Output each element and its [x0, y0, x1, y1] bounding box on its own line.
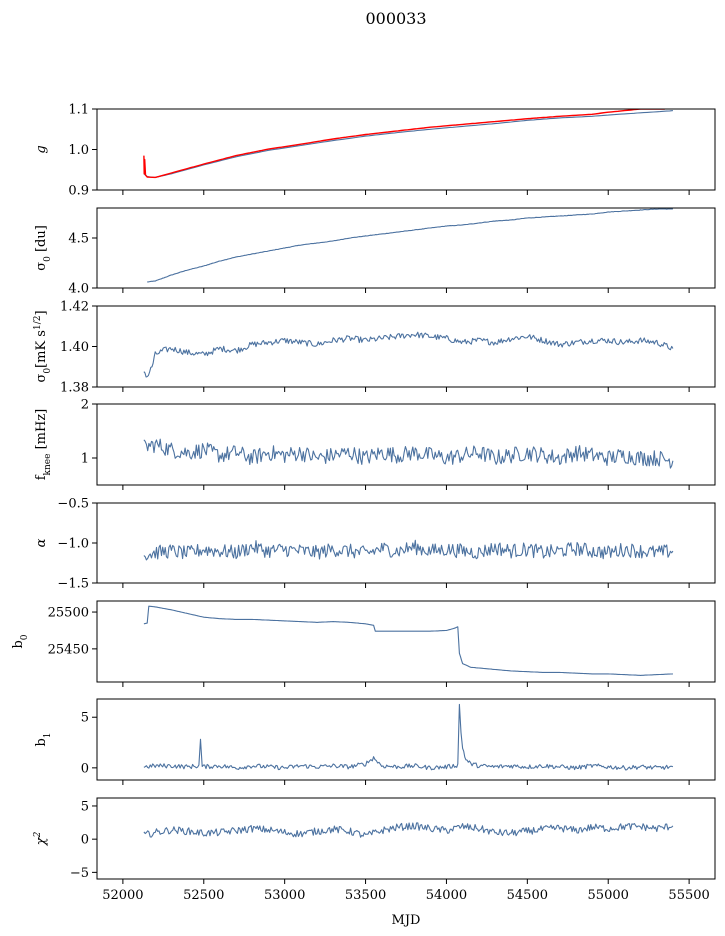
panel-1: 0.9 1.0 1.1 g — [34, 103, 716, 199]
y-tick-label: −1.5 — [57, 577, 89, 592]
y-tick-label: 0.9 — [68, 184, 89, 199]
y-axis-label: σ0 [du] — [34, 225, 53, 271]
y-tick-label: −5 — [70, 866, 89, 881]
x-tick-label: 53000 — [264, 888, 305, 903]
figure-title: 000033 — [365, 9, 426, 28]
x-tick-label: 55500 — [668, 888, 709, 903]
panel-frame — [96, 698, 716, 781]
y-tick-label: 1.0 — [68, 143, 89, 158]
series-line-2-1 — [147, 208, 673, 283]
panel-5: −1.5 −1.0 −0.5 α — [34, 497, 716, 592]
y-tick-label: −0.5 — [57, 497, 89, 512]
series-line-3-1 — [143, 331, 674, 378]
x-tick-label: 52000 — [102, 888, 143, 903]
y-tick-label: 1.38 — [60, 381, 89, 396]
x-tick-label: 55000 — [588, 888, 629, 903]
panel-frame — [96, 207, 716, 289]
panel-2: 4.0 4.5 σ0 [du] — [34, 207, 716, 297]
y-tick-label: 4.0 — [68, 282, 89, 297]
x-tick-label: 53500 — [345, 888, 386, 903]
y-axis-label: g — [34, 145, 49, 153]
panel-frame — [96, 797, 716, 880]
x-axis-label: MJD — [392, 913, 421, 928]
x-tick-label: 54000 — [426, 888, 467, 903]
y-tick-label: 0 — [81, 761, 89, 776]
y-tick-label: 0 — [81, 833, 89, 848]
y-axis-label: σ0[mK s1/2] — [33, 310, 53, 382]
y-tick-label: 5 — [81, 711, 89, 726]
panel-3: 1.38 1.40 1.42 σ0[mK s1/2] — [33, 300, 716, 396]
x-tick-label: 54500 — [507, 888, 548, 903]
panel-7: 0 5 b1 — [34, 698, 716, 785]
y-tick-label: 2 — [81, 398, 89, 413]
y-axis-label: α — [34, 538, 49, 547]
x-tick-label: 52500 — [183, 888, 224, 903]
y-axis-label: b0 — [11, 634, 30, 648]
series-line-1-2 — [143, 109, 665, 179]
panel-frame — [96, 502, 716, 584]
series-line-4-1 — [143, 438, 674, 469]
y-axis-label: b1 — [34, 732, 53, 746]
panel-frame — [96, 600, 716, 683]
y-tick-label: −1.0 — [57, 537, 89, 552]
y-tick-label: 4.5 — [68, 232, 89, 247]
y-tick-label: 25450 — [48, 642, 89, 657]
panel-6: 25450 25500 b0 — [11, 600, 716, 687]
panel-frame — [96, 108, 716, 191]
series-line-5-1 — [143, 539, 674, 561]
panel-8: −5 0 5 52000 52500 53000 53500 54000 54500 55000 5… — [33, 797, 716, 903]
y-tick-label: 1 — [81, 452, 89, 467]
y-tick-label: 5 — [81, 799, 89, 814]
series-line-7-1 — [143, 703, 674, 771]
y-axis-label: χ2 — [33, 831, 49, 846]
panel-frame — [96, 305, 716, 388]
y-tick-label: 1.42 — [60, 300, 89, 315]
y-axis-label: fknee [mHz] — [34, 409, 53, 481]
series-line-6-1 — [143, 605, 673, 676]
series-line-1-1 — [143, 110, 673, 178]
series-line-8-1 — [143, 822, 674, 838]
panel-4: 1 2 fknee [mHz] — [34, 398, 716, 490]
y-tick-label: 1.40 — [60, 340, 89, 355]
y-tick-label: 1.1 — [68, 103, 89, 118]
y-tick-label: 25500 — [48, 606, 89, 621]
panels: 0.9 1.0 1.1 g 4.0 4.5 σ0 [du] 1.38 1.40 1.42 σ0[mK… — [11, 103, 716, 903]
panel-frame — [96, 403, 716, 486]
